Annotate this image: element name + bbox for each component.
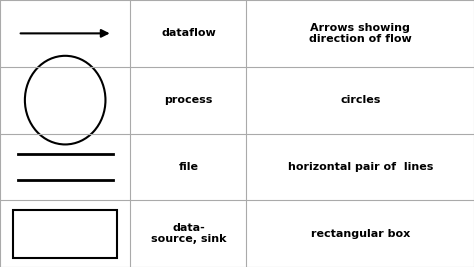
Bar: [13, 210, 117, 258]
Text: Arrows showing
direction of flow: Arrows showing direction of flow: [309, 23, 411, 44]
Text: process: process: [164, 95, 213, 105]
Text: horizontal pair of  lines: horizontal pair of lines: [288, 162, 433, 172]
Text: rectangular box: rectangular box: [310, 229, 410, 239]
Text: dataflow: dataflow: [161, 28, 216, 38]
Text: file: file: [178, 162, 199, 172]
Text: circles: circles: [340, 95, 381, 105]
Text: data-
source, sink: data- source, sink: [151, 223, 226, 244]
